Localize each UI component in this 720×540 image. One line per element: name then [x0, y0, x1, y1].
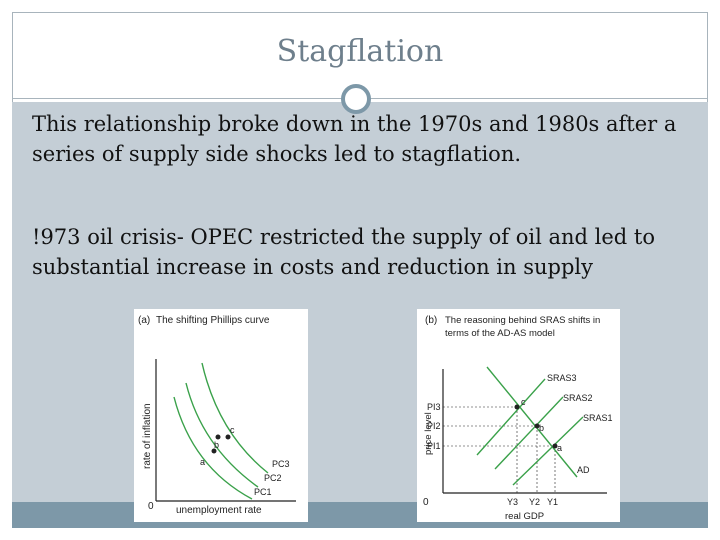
point-a-b — [552, 443, 558, 449]
ad-as-diagram: (b) The reasoning behind SRAS shifts in … — [423, 315, 613, 522]
curve-label-sras3: SRAS3 — [547, 373, 577, 383]
point-label-b-b: b — [539, 423, 544, 433]
point-label-c: c — [230, 425, 235, 435]
x-axis-label-a: unemployment rate — [176, 505, 262, 516]
panel-tag-b: (b) — [425, 315, 437, 326]
phillips-curve-figure: (a) The shifting Phillips curve 0 unempl… — [134, 309, 308, 522]
point-a — [211, 448, 217, 454]
tick-label-pl1: PI1 — [427, 441, 441, 451]
figure-a-title: The shifting Phillips curve — [156, 315, 270, 326]
paragraph-relationship: This relationship broke down in the 1970… — [32, 112, 677, 166]
curve-sras1 — [512, 416, 584, 486]
point-label-a-b: a — [557, 443, 562, 453]
curve-pc3 — [201, 362, 269, 474]
figure-b-title-line1: The reasoning behind SRAS shifts in — [445, 315, 600, 326]
phillips-curve-diagram: (a) The shifting Phillips curve 0 unempl… — [138, 315, 296, 516]
tick-label-pl2: PI2 — [427, 421, 441, 431]
ad-as-figure: (b) The reasoning behind SRAS shifts in … — [417, 309, 620, 522]
point-c — [225, 434, 231, 440]
panel-tag-a: (a) — [138, 315, 150, 326]
curve-label-pc2: PC2 — [264, 473, 282, 483]
tick-label-pl3: PI3 — [427, 402, 441, 412]
curve-label-sras1: SRAS1 — [583, 413, 613, 423]
point-c-b — [514, 404, 520, 410]
curve-label-ad: AD — [577, 465, 590, 475]
tick-label-y2: Y2 — [529, 497, 540, 507]
y-axis-label-b: price level — [423, 412, 434, 455]
point-label-b: b — [214, 440, 219, 450]
y-axis-label-a: rate of inflation — [142, 403, 153, 469]
point-label-c-b: c — [521, 397, 526, 407]
slide-title: Stagflation — [276, 34, 444, 69]
figure-b-title-line2: terms of the AD-AS model — [445, 328, 555, 339]
tick-label-y3: Y3 — [507, 497, 518, 507]
curve-sras2 — [494, 396, 564, 470]
point-b-b — [534, 423, 540, 429]
x-axis-label-b: real GDP — [505, 511, 544, 522]
tick-label-y1: Y1 — [547, 497, 558, 507]
circle-ornament-icon — [341, 84, 371, 114]
curve-pc2 — [185, 382, 259, 488]
curve-sras3 — [476, 378, 546, 456]
point-label-a: a — [200, 457, 205, 467]
paragraph-oil-crisis: !973 oil crisis- OPEC restricted the sup… — [32, 225, 655, 279]
point-b — [215, 434, 221, 440]
origin-label-b: 0 — [423, 497, 429, 508]
origin-label-a: 0 — [148, 501, 154, 512]
curve-pc1 — [173, 396, 253, 500]
curve-label-pc1: PC1 — [254, 487, 272, 497]
curve-ad — [486, 366, 578, 478]
curve-label-sras2: SRAS2 — [563, 393, 593, 403]
curve-label-pc3: PC3 — [272, 459, 290, 469]
